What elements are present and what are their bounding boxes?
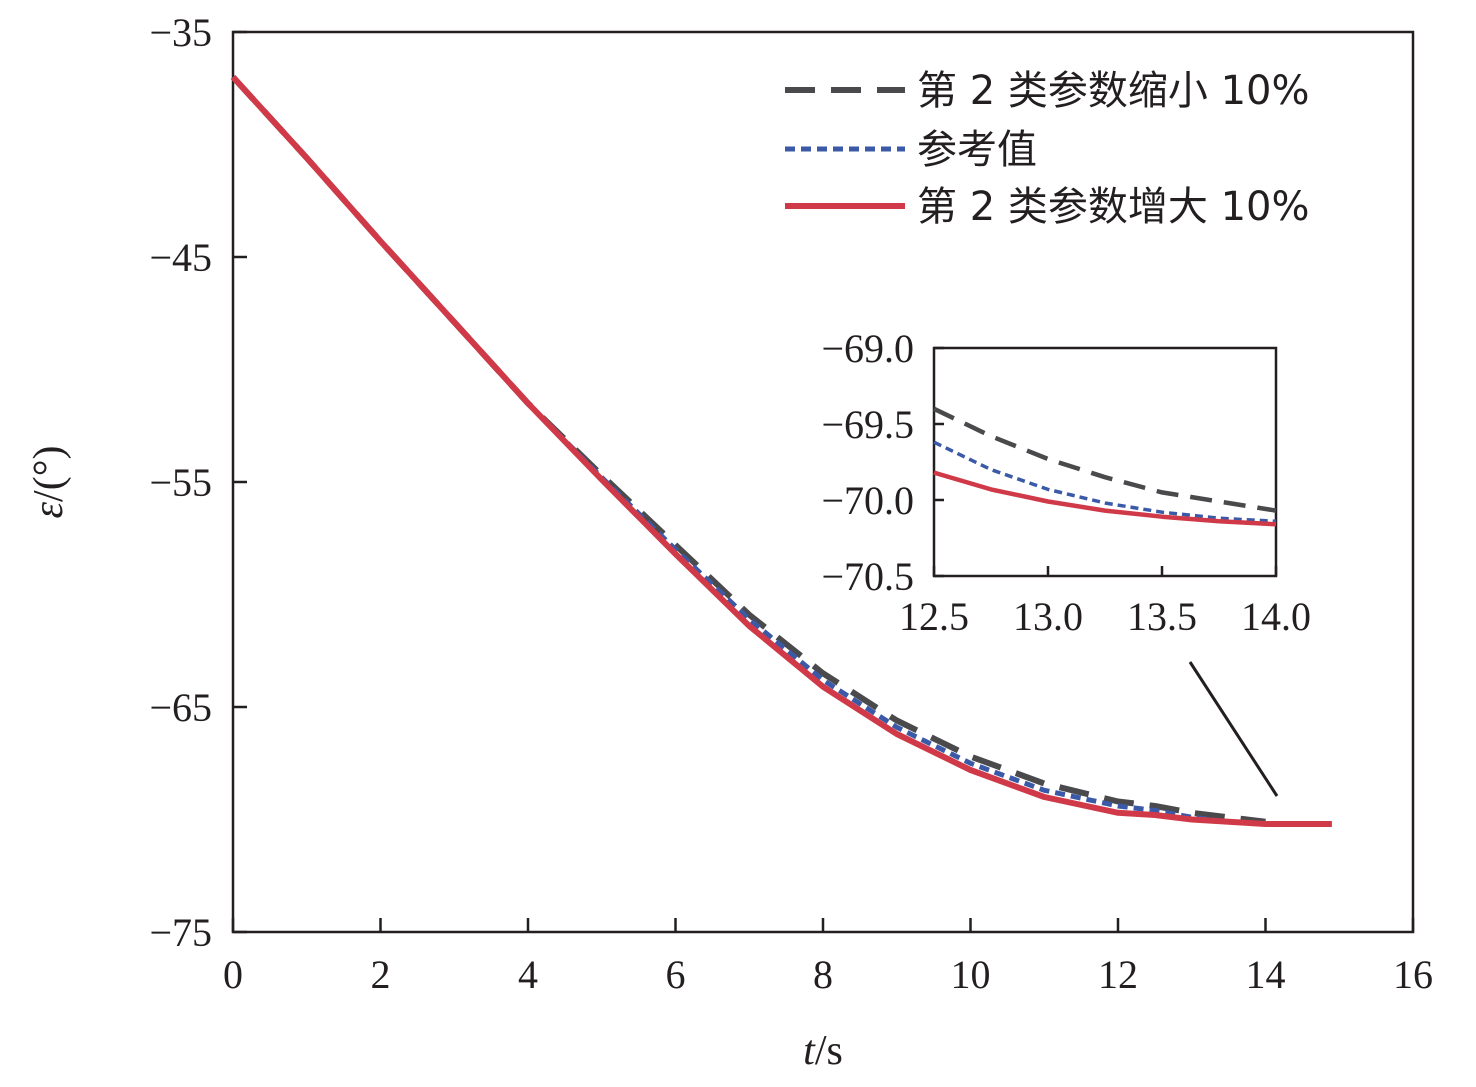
x-tick-label: 6 [666, 952, 686, 997]
series-line-enlarge [230, 74, 1332, 827]
inset-y-tick-label: −70.0 [821, 478, 914, 523]
inset-series-line-reference [933, 440, 1277, 524]
x-tick-label: 2 [371, 952, 391, 997]
main-axis-ticks: 0 2 4 6 8 10 12 14 16 −35 −45 −55 −65 −75 [149, 10, 1433, 997]
inset-axis-ticks: 12.5 13.0 13.5 14.0 −69.0 −69.5 −70.0 −70.5 [821, 326, 1311, 639]
inset-frame [932, 346, 1278, 578]
inset-series-line-shrink [933, 406, 1277, 513]
y-tick-label: −35 [149, 10, 212, 55]
x-tick-label: 4 [518, 952, 538, 997]
main-series-lines [230, 74, 1332, 827]
legend-label-reference: 参考值 [917, 127, 1037, 173]
x-tick-label: 8 [813, 952, 833, 997]
inset-x-tick-label: 14.0 [1241, 594, 1311, 639]
y-tick-label: −55 [149, 460, 212, 505]
inset-y-tick-label: −69.0 [821, 326, 914, 371]
x-tick-label: 14 [1246, 952, 1286, 997]
x-tick-label: 16 [1393, 952, 1433, 997]
legend-label-shrink: 第 2 类参数缩小 10% [917, 68, 1310, 114]
y-tick-label: −75 [149, 910, 212, 955]
inset-series-lines [933, 406, 1277, 527]
x-tick-label: 12 [1098, 952, 1138, 997]
inset-pointer-line [1188, 661, 1279, 797]
inset-x-tick-label: 13.0 [1013, 594, 1083, 639]
legend: 第 2 类参数缩小 10% 参考值 第 2 类参数增大 10% [785, 68, 1310, 230]
y-axis-title: ε/(°) [26, 446, 72, 519]
inset-series-line-enlarge [933, 470, 1277, 527]
inset-x-tick-label: 13.5 [1127, 594, 1197, 639]
y-tick-label: −45 [149, 235, 212, 280]
inset-y-tick-label: −70.5 [821, 554, 914, 599]
inset-x-tick-label: 12.5 [899, 594, 969, 639]
inset: 12.5 13.0 13.5 14.0 −69.0 −69.5 −70.0 −70.5 [821, 326, 1311, 639]
inset-y-tick-label: −69.5 [821, 402, 914, 447]
legend-label-enlarge: 第 2 类参数增大 10% [917, 184, 1310, 230]
x-axis-title: t/s [803, 1028, 843, 1074]
x-tick-label: 0 [223, 952, 243, 997]
x-tick-label: 10 [951, 952, 991, 997]
y-tick-label: −65 [149, 685, 212, 730]
